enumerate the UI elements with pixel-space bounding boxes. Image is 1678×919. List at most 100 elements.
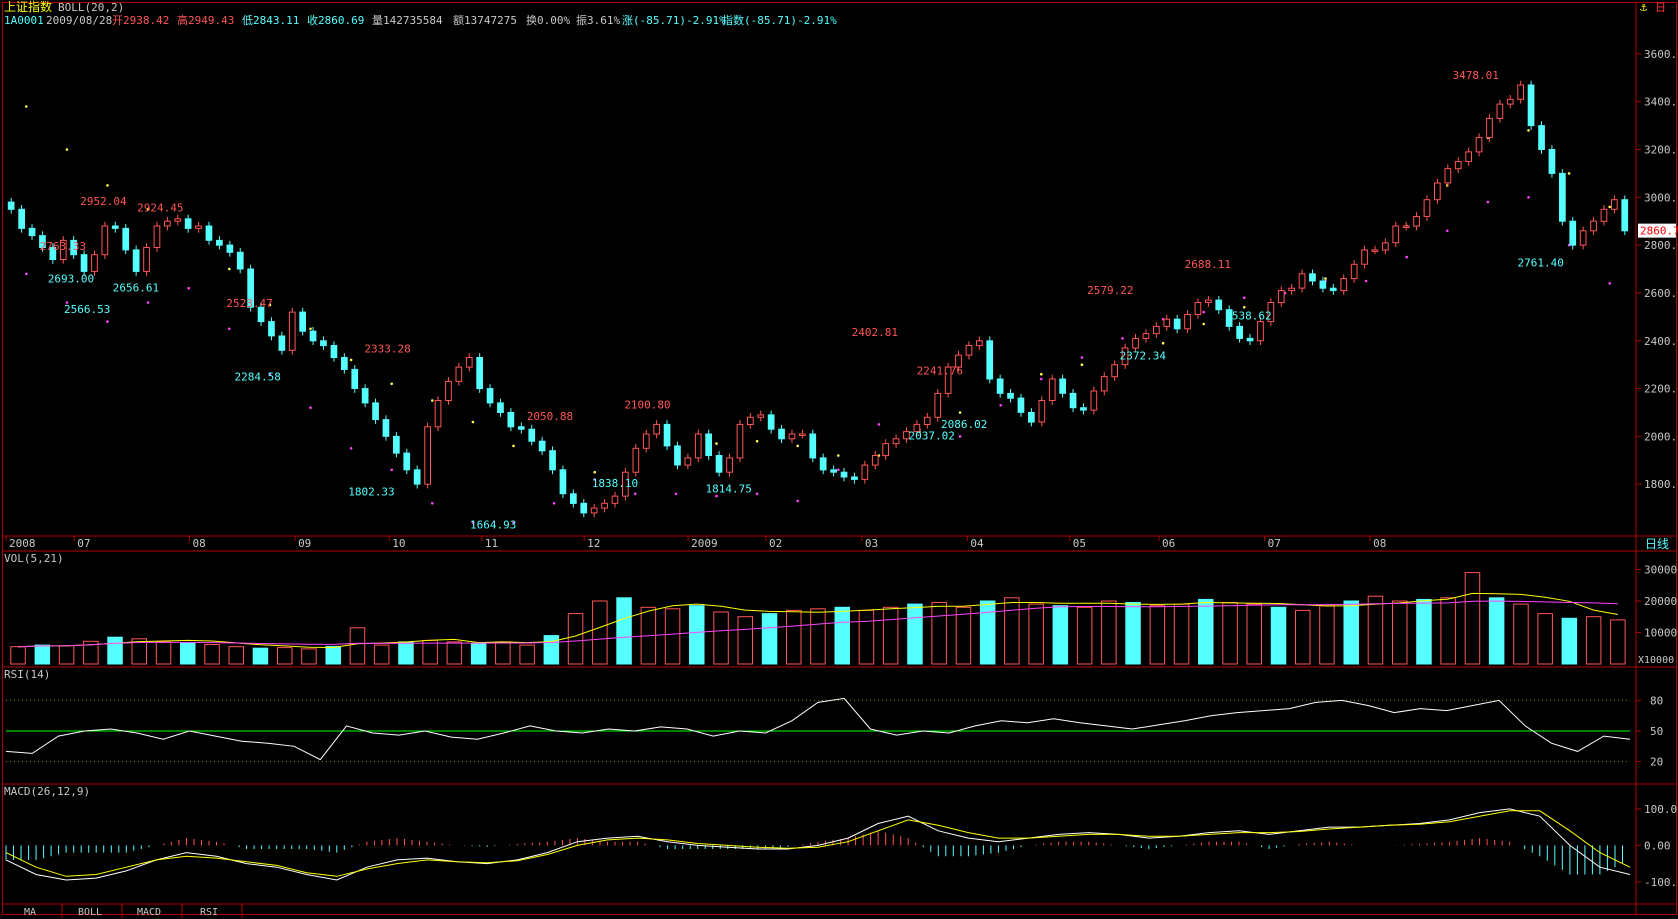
period-label[interactable]: 日线 [1645,537,1669,551]
boll-mid-point [1608,205,1611,209]
boll-mid-point [349,358,353,362]
boll-mid-point [25,105,28,108]
volume-bar [34,644,51,665]
header-volume: 量142735584 [372,14,443,27]
candle-up [465,357,473,368]
volume-bar [373,644,390,665]
period-mini-label[interactable]: 日 [1655,1,1666,14]
volume-bar [1440,597,1456,665]
x-tick-label: 02 [769,537,782,550]
candle-up [174,218,182,222]
boll-mid-point [471,420,475,424]
candle-up [622,471,629,497]
volume-bar [1416,598,1432,665]
candle-up [1142,333,1150,339]
tab-macd-label[interactable]: MACD [137,907,161,918]
candle-up [871,455,879,466]
candle-down [382,419,390,437]
volume-bar [10,646,26,665]
volume-bar [155,641,172,665]
boll-lower-point [1364,279,1368,283]
macd-y-tick-label: 100.00 [1644,803,1678,816]
rsi-line [5,697,1631,761]
boll-lower-point [1527,196,1530,199]
volume-bar [204,644,220,665]
tab-boll-label[interactable]: BOLL [78,907,102,918]
x-tick-label: 06 [1162,537,1175,550]
x-axis: 2008 07 08 09 10 11 12 2009 02 03 04 05 06 07 08 [5,536,1386,550]
volume-bar [1513,603,1529,665]
candle-up [1090,390,1098,411]
candle-up [1350,263,1358,280]
volume-bar [1004,597,1020,665]
candle-down [1007,392,1014,399]
macd-y-tick-label: -100.00 [1644,876,1678,889]
volume-bar [1125,602,1141,665]
candle-up [944,366,952,394]
volume-bar [616,597,632,665]
candle-up [1184,314,1191,330]
tab-rsi-label[interactable]: RSI [200,907,218,918]
candle-up [1496,103,1504,119]
boll-mid-point [228,267,231,271]
boll-mid-point [1080,363,1084,367]
volume-bar [131,638,147,665]
header-high: 高2949.43 [177,13,234,27]
candle-up [903,431,910,440]
low-annotation: 2284.58 [235,370,281,383]
header-low: 低2843.11 [242,14,299,27]
tab-rsi[interactable]: RSI [200,904,243,918]
candle-up [445,380,452,401]
candle-down [184,218,192,229]
boll-mid-point [1040,372,1043,376]
boll-mid-point [1243,306,1246,309]
tab-ma-label[interactable]: MA [24,907,36,918]
candle-down [226,244,234,253]
candle-up [1413,216,1420,227]
volume-bar [1052,605,1069,665]
macd-y-tick-label: 0.00 [1644,839,1671,852]
candle-up [1611,199,1618,210]
candle-up [1038,400,1046,423]
volume-bar [1585,616,1602,665]
tab-macd[interactable]: MACD [137,904,183,918]
anchor-icon[interactable]: ⚓ [1640,0,1648,14]
candle-up [164,220,171,227]
low-annotation: 2086.02 [941,418,987,431]
volume-bar [1488,597,1505,665]
candle-down [1319,280,1327,289]
volume-bar [761,613,778,665]
candle-down [393,435,400,454]
boll-mid-point [837,454,840,457]
rsi-y-tick-label: 80 [1650,694,1663,707]
boll-lower-point [958,435,962,438]
candle-down [517,426,525,430]
candle-up [934,392,942,418]
x-tick-label: 2009 [691,537,718,550]
header-amplitude: 振3.61% [576,13,620,27]
volume-bar [882,606,899,665]
macd-label: MACD(26,12,9) [4,785,90,798]
tab-boll[interactable]: BOLL [78,904,123,918]
candle-down [715,455,723,473]
candle-up [1423,199,1431,217]
candle-up [611,495,619,504]
candle-up [976,340,983,347]
vol-label: VOL(5,21) [4,552,64,565]
header-amount: 额13747275 [453,14,517,27]
low-annotation: 1802.33 [348,486,394,499]
y-tick-label: 2600.00 [1644,287,1678,300]
candle-up [882,443,889,457]
tab-ma[interactable]: MA [24,904,63,918]
candle-up [1100,376,1108,392]
candle-up [455,366,463,382]
candle-up [1454,161,1462,170]
volume-bar [446,641,463,665]
volume-bar [1222,602,1238,665]
low-annotation: 1664.93 [470,519,516,532]
candle-down [18,208,25,229]
candle-up [590,507,598,514]
candle-up [747,416,754,425]
y-tick-label: 3000.00 [1644,191,1678,204]
candle-down [1173,318,1181,330]
